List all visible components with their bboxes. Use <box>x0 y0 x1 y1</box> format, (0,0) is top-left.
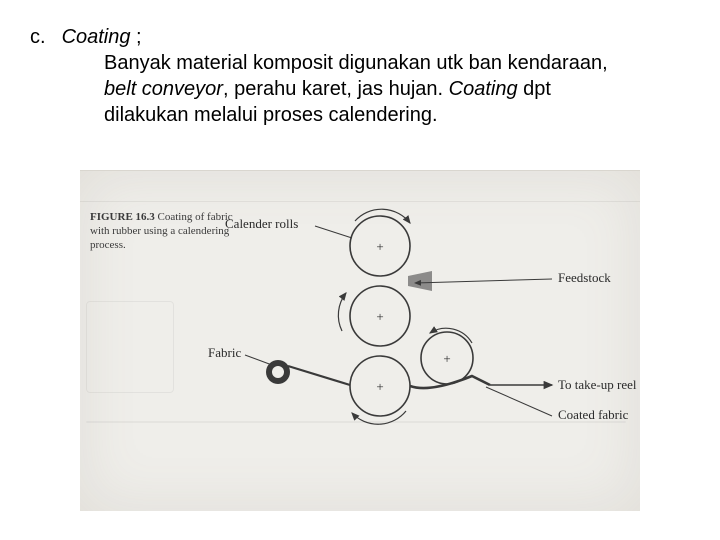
title-italic: Coating <box>62 26 131 48</box>
roll-bottom: + <box>350 356 410 424</box>
label-coated-fabric: Coated fabric <box>558 407 629 422</box>
body-line-3: dilakukan melalui proses calendering. <box>104 102 670 128</box>
body-2d: dpt <box>518 78 551 100</box>
label-to-takeup: To take-up reel <box>558 377 637 392</box>
title-line: c. Coating ; <box>30 24 670 50</box>
body-line-1: Banyak material komposit digunakan utk b… <box>104 50 670 76</box>
figure-area: FIGURE 16.3 Coating of fabric with rubbe… <box>80 170 640 511</box>
plus-icon: + <box>443 351 450 366</box>
label-fabric: Fabric <box>208 345 241 360</box>
rotation-arrow-icon <box>338 293 346 331</box>
body-1a: Banyak material komposit digunakan utk b… <box>104 52 608 74</box>
rotation-arrow-icon <box>352 411 406 424</box>
text-block: c. Coating ; Banyak material komposit di… <box>30 24 670 128</box>
leader-line <box>315 226 352 238</box>
list-marker: c. <box>30 24 56 50</box>
label-feedstock: Feedstock <box>558 270 611 285</box>
body-line-2: belt conveyor, perahu karet, jas hujan. … <box>104 76 670 102</box>
leader-line <box>486 387 552 416</box>
label-calender-rolls: Calender rolls <box>225 216 298 231</box>
body-2a: belt conveyor <box>104 78 223 100</box>
coated-fabric-path <box>410 376 490 388</box>
calendering-diagram: + + + + <box>80 171 640 511</box>
plus-icon: + <box>376 239 383 254</box>
title-suffix: ; <box>131 26 142 48</box>
plus-icon: + <box>376 379 383 394</box>
roll-right: + <box>421 328 473 384</box>
slide: c. Coating ; Banyak material komposit di… <box>0 0 720 540</box>
roll-mid: + <box>338 286 410 346</box>
body-2b: , perahu karet, jas hujan. <box>223 78 449 100</box>
plus-icon: + <box>376 309 383 324</box>
fabric-path-in <box>288 366 350 385</box>
roll-top: + <box>350 209 410 276</box>
body-2c: Coating <box>449 78 518 100</box>
leader-line <box>245 355 272 365</box>
feedstock-wedge <box>408 271 432 291</box>
leader-line <box>415 279 552 283</box>
